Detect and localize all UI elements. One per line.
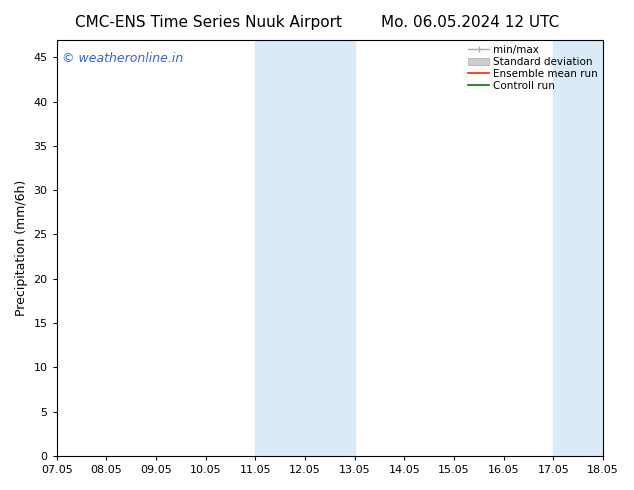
Y-axis label: Precipitation (mm/6h): Precipitation (mm/6h) bbox=[15, 180, 28, 316]
Text: © weatheronline.in: © weatheronline.in bbox=[62, 52, 183, 65]
Bar bbox=[553, 40, 603, 456]
Legend: min/max, Standard deviation, Ensemble mean run, Controll run: min/max, Standard deviation, Ensemble me… bbox=[468, 45, 598, 91]
Bar bbox=[256, 40, 355, 456]
Text: CMC-ENS Time Series Nuuk Airport        Mo. 06.05.2024 12 UTC: CMC-ENS Time Series Nuuk Airport Mo. 06.… bbox=[75, 15, 559, 30]
